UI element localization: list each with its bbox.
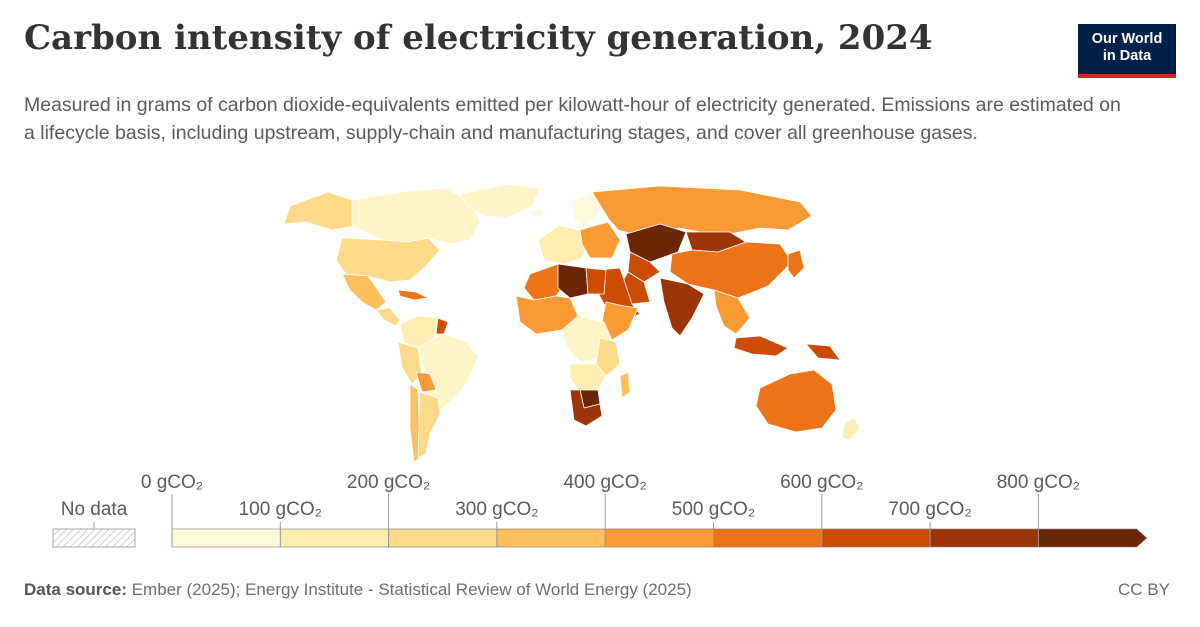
map-central-america[interactable] (375, 307, 401, 327)
map-japan-korea[interactable] (787, 249, 805, 279)
legend-tick-label: 500 gCO₂ (672, 499, 755, 520)
map-libya[interactable] (557, 263, 589, 299)
map-caribbean[interactable] (397, 289, 429, 301)
chart-title: Carbon intensity of electricity generati… (24, 18, 933, 58)
legend-tick-label: 0 gCO₂ (141, 472, 203, 493)
map-png[interactable] (805, 343, 841, 361)
map-australia[interactable] (755, 369, 837, 433)
map-india[interactable] (659, 277, 705, 337)
logo-line-2: in Data (1102, 48, 1152, 64)
legend-bin-swatch[interactable] (388, 528, 498, 548)
license-label[interactable]: CC BY (1118, 580, 1170, 599)
color-legend: No data 0 gCO₂ 100 gCO₂ 200 gCO₂ 300 gCO₂ 40… (52, 472, 1148, 548)
map-greenland[interactable] (459, 183, 541, 219)
map-eastern-europe[interactable] (579, 221, 621, 259)
map-central-asia[interactable] (627, 251, 661, 283)
legend-bin-swatch[interactable] (279, 528, 389, 548)
legend-tick-label: 600 gCO₂ (780, 472, 863, 493)
map-china[interactable] (669, 241, 793, 299)
legend-bin-swatch[interactable] (496, 528, 606, 548)
map-indonesia[interactable] (733, 335, 789, 357)
map-egypt[interactable] (585, 267, 607, 295)
map-southern-africa[interactable] (569, 389, 603, 427)
map-iceland[interactable] (527, 207, 547, 219)
legend-bin-swatch[interactable] (604, 528, 714, 548)
source-note: Data source: Ember (2025); Energy Instit… (24, 580, 692, 600)
map-new-zealand[interactable] (841, 417, 861, 441)
legend-no-data-swatch (52, 528, 136, 548)
legend-tick-label: 400 gCO₂ (563, 472, 646, 493)
legend-tick-label: 300 gCO₂ (455, 499, 538, 520)
map-alaska[interactable] (283, 191, 355, 231)
map-mexico[interactable] (341, 273, 387, 311)
map-peru[interactable] (397, 341, 423, 385)
legend-tick-label: 800 gCO₂ (997, 472, 1080, 493)
legend-bin-swatch[interactable] (171, 528, 281, 548)
source-label: Data source: (24, 580, 127, 599)
map-argentina[interactable] (417, 391, 441, 459)
map-bolivia[interactable] (415, 371, 437, 393)
legend-tick-label: 100 gCO₂ (239, 499, 322, 520)
legend-bin-swatch[interactable] (821, 528, 931, 548)
logo-line-1: Our World (1091, 31, 1163, 47)
map-southeast-asia[interactable] (713, 289, 751, 335)
legend-no-data-label: No data (61, 499, 128, 520)
map-russia[interactable] (591, 185, 813, 237)
map-east-africa[interactable] (595, 337, 621, 377)
map-usa[interactable] (335, 237, 441, 283)
source-text: Ember (2025); Energy Institute - Statist… (126, 580, 692, 599)
map-chile[interactable] (409, 383, 421, 463)
map-canada[interactable] (351, 187, 481, 245)
legend-bin-swatch[interactable] (713, 528, 823, 548)
legend-tick-label: 700 gCO₂ (888, 499, 971, 520)
map-guiana[interactable] (435, 317, 449, 335)
legend-bin-swatch[interactable] (1038, 528, 1148, 548)
map-madagascar[interactable] (619, 371, 631, 399)
legend-tick-label: 200 gCO₂ (347, 472, 430, 493)
world-map (283, 183, 861, 463)
our-world-in-data-logo[interactable]: Our World in Data (1078, 24, 1176, 78)
chart-subtitle: Measured in grams of carbon dioxide-equi… (24, 94, 1121, 144)
legend-bin-swatch[interactable] (929, 528, 1039, 548)
